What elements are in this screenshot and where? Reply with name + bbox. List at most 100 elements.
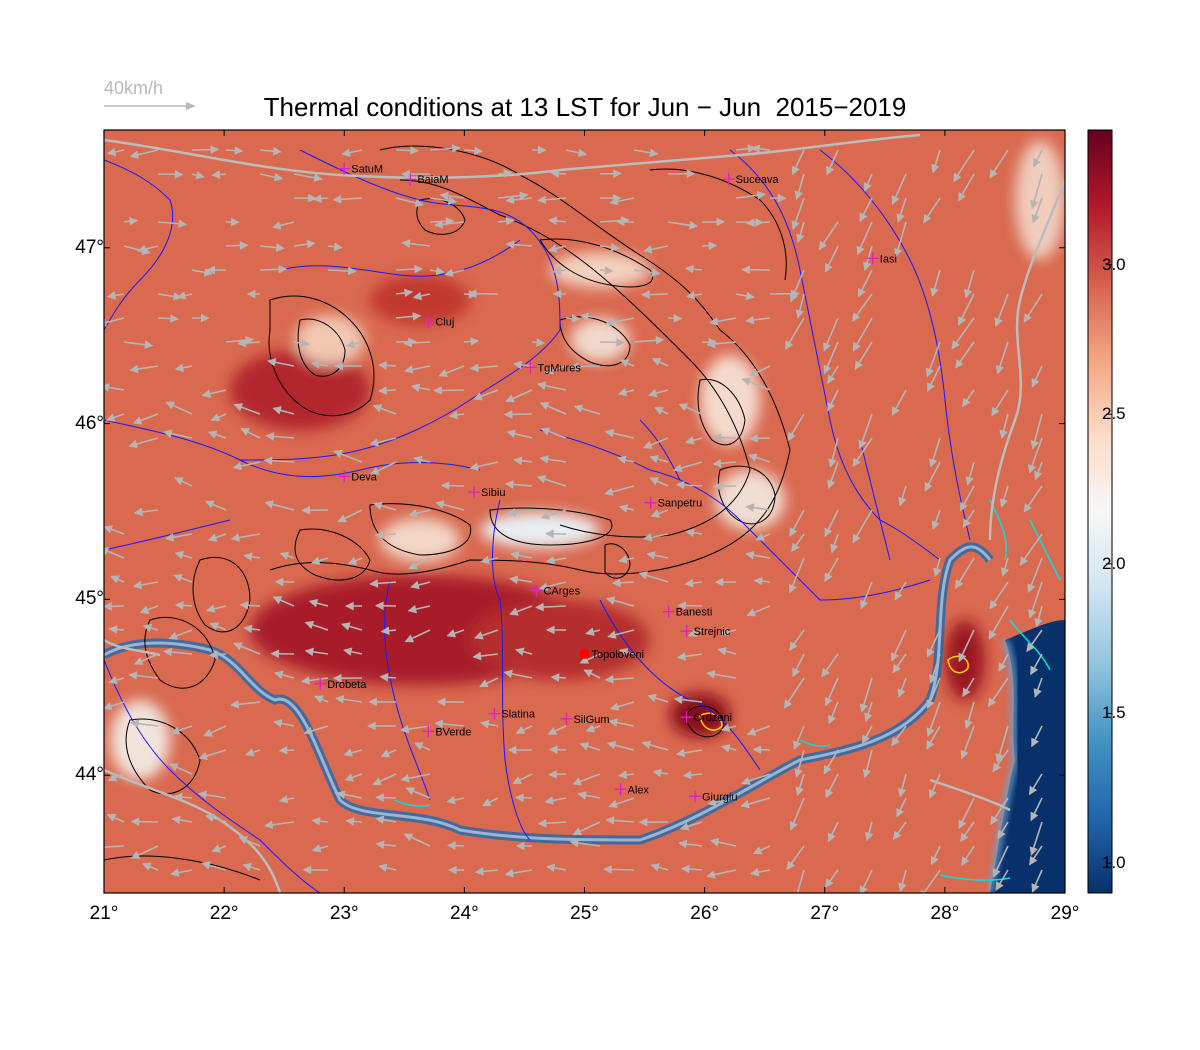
wind-arrow-head: [343, 748, 353, 757]
wind-arrow-head: [720, 744, 731, 753]
wind-arrow-head: [825, 878, 834, 888]
wind-arrow-head: [273, 719, 283, 728]
wind-arrow-head: [709, 317, 719, 326]
wind-arrow-head: [789, 641, 798, 651]
wind-arrow-head: [741, 265, 750, 275]
wind-arrow-head: [272, 406, 282, 415]
wind-arrow-head: [827, 374, 836, 385]
wind-arrow-head: [995, 364, 1005, 375]
wind-arrow-head: [893, 247, 903, 258]
colorbar-tick-label: 2.0: [1102, 553, 1126, 573]
wind-arrow-head: [953, 172, 962, 183]
wind-arrow-head: [710, 837, 720, 847]
wind-arrow-head: [474, 631, 484, 640]
wind-arrow-head: [673, 314, 683, 323]
wind-arrow-head: [955, 359, 964, 369]
wind-arrow-head: [201, 389, 211, 398]
wind-arrow-head: [239, 600, 249, 610]
city-marker-iasi: Iasi: [866, 252, 897, 265]
wind-arrow-head: [510, 551, 520, 560]
wind-arrow-head: [504, 868, 514, 878]
wind-arrow-head: [642, 440, 653, 449]
wind-arrow-head: [412, 291, 423, 301]
wind-arrow-head: [1031, 378, 1040, 388]
wind-arrow-head: [108, 625, 118, 634]
colorbar-tick-label: 2.5: [1102, 404, 1126, 424]
wind-arrow-head: [990, 815, 999, 825]
wind-arrow-head: [545, 555, 555, 565]
wind-arrow-head: [638, 571, 648, 580]
wind-arrow-head: [210, 413, 221, 422]
wind-arrow-head: [746, 608, 757, 617]
wind-arrow-head: [928, 789, 937, 799]
city-cross: [524, 361, 537, 374]
city-marker-banesti: Banesti: [662, 605, 712, 619]
city-marker-baiam: BaiaM: [404, 173, 449, 186]
wind-arrow-head: [245, 335, 255, 345]
wind-arrow-head: [403, 338, 413, 348]
wind-arrow-head: [203, 728, 213, 737]
wind-arrow-head: [641, 740, 652, 749]
wind-arrow-head: [751, 144, 761, 154]
wind-arrow-head: [408, 561, 418, 570]
wind-arrow-head: [369, 438, 379, 447]
wind-arrow-head: [176, 291, 187, 300]
wind-arrow-head: [1023, 313, 1032, 323]
wind-arrow-head: [740, 799, 750, 809]
wind-arrow-head: [926, 727, 935, 737]
city-marker-suceava: Suceava: [722, 173, 779, 186]
chart-title: Thermal conditions at 13 LST for Jun − J…: [263, 92, 907, 122]
wind-arrow-head: [343, 647, 353, 656]
wind-arrow-head: [512, 776, 522, 784]
wind-arrow-head: [129, 217, 139, 226]
wind-arrow-head: [240, 428, 250, 436]
wind-arrow-head: [862, 768, 872, 779]
city-cross: [866, 252, 879, 265]
wind-arrow-head: [108, 675, 118, 685]
wind-arrow-head: [550, 169, 560, 178]
wind-arrow-head: [958, 819, 967, 830]
wind-arrow-head: [333, 242, 343, 251]
wind-arrow-head: [892, 830, 902, 841]
wind-arrow-head: [791, 220, 800, 230]
wind-arrow-head: [964, 719, 973, 730]
wind-arrow-head: [585, 627, 595, 636]
wind-arrow-head: [960, 832, 969, 842]
wind-arrow-head: [233, 642, 243, 651]
wind-arrow-head: [859, 885, 868, 893]
city-cross: [560, 712, 573, 725]
wind-arrow-head: [926, 740, 935, 750]
wind-arrow-head: [994, 317, 1003, 328]
wind-arrow-head: [958, 316, 966, 326]
wind-arrow-head: [211, 844, 222, 853]
wind-arrow-head: [611, 578, 621, 588]
wind-arrow-head: [962, 687, 971, 698]
wind-arrow-head: [931, 520, 940, 531]
city-label: TgMures: [537, 362, 581, 374]
wind-arrow-head: [414, 198, 425, 208]
wind-arrow-head: [897, 788, 907, 798]
wind-arrow-head: [897, 688, 906, 698]
wind-arrow-head: [794, 768, 803, 778]
wind-arrow-head: [791, 165, 800, 176]
wind-arrow-head: [536, 475, 547, 484]
highlight-site-dot: [579, 648, 590, 659]
wind-arrow-head: [104, 383, 110, 392]
wind-arrow-head: [234, 146, 244, 155]
wind-arrow-head: [506, 429, 516, 438]
wind-arrow-head: [719, 627, 730, 637]
wind-arrow-head: [173, 292, 183, 301]
wind-arrow-head: [403, 833, 414, 842]
wind-arrow-head: [717, 647, 727, 656]
wind-arrow-head: [203, 268, 214, 277]
wind-arrow-head: [712, 459, 722, 468]
wind-arrow-head: [407, 604, 417, 614]
wind-arrow-head: [467, 289, 477, 298]
wind-arrow-head: [579, 742, 589, 751]
black-sea: [990, 620, 1065, 893]
wind-arrow-head: [708, 241, 718, 251]
wind-arrow-head: [380, 626, 390, 636]
wind-arrow-head: [828, 458, 837, 468]
wind-arrow-head: [605, 816, 615, 825]
wind-arrow-head: [655, 335, 665, 345]
